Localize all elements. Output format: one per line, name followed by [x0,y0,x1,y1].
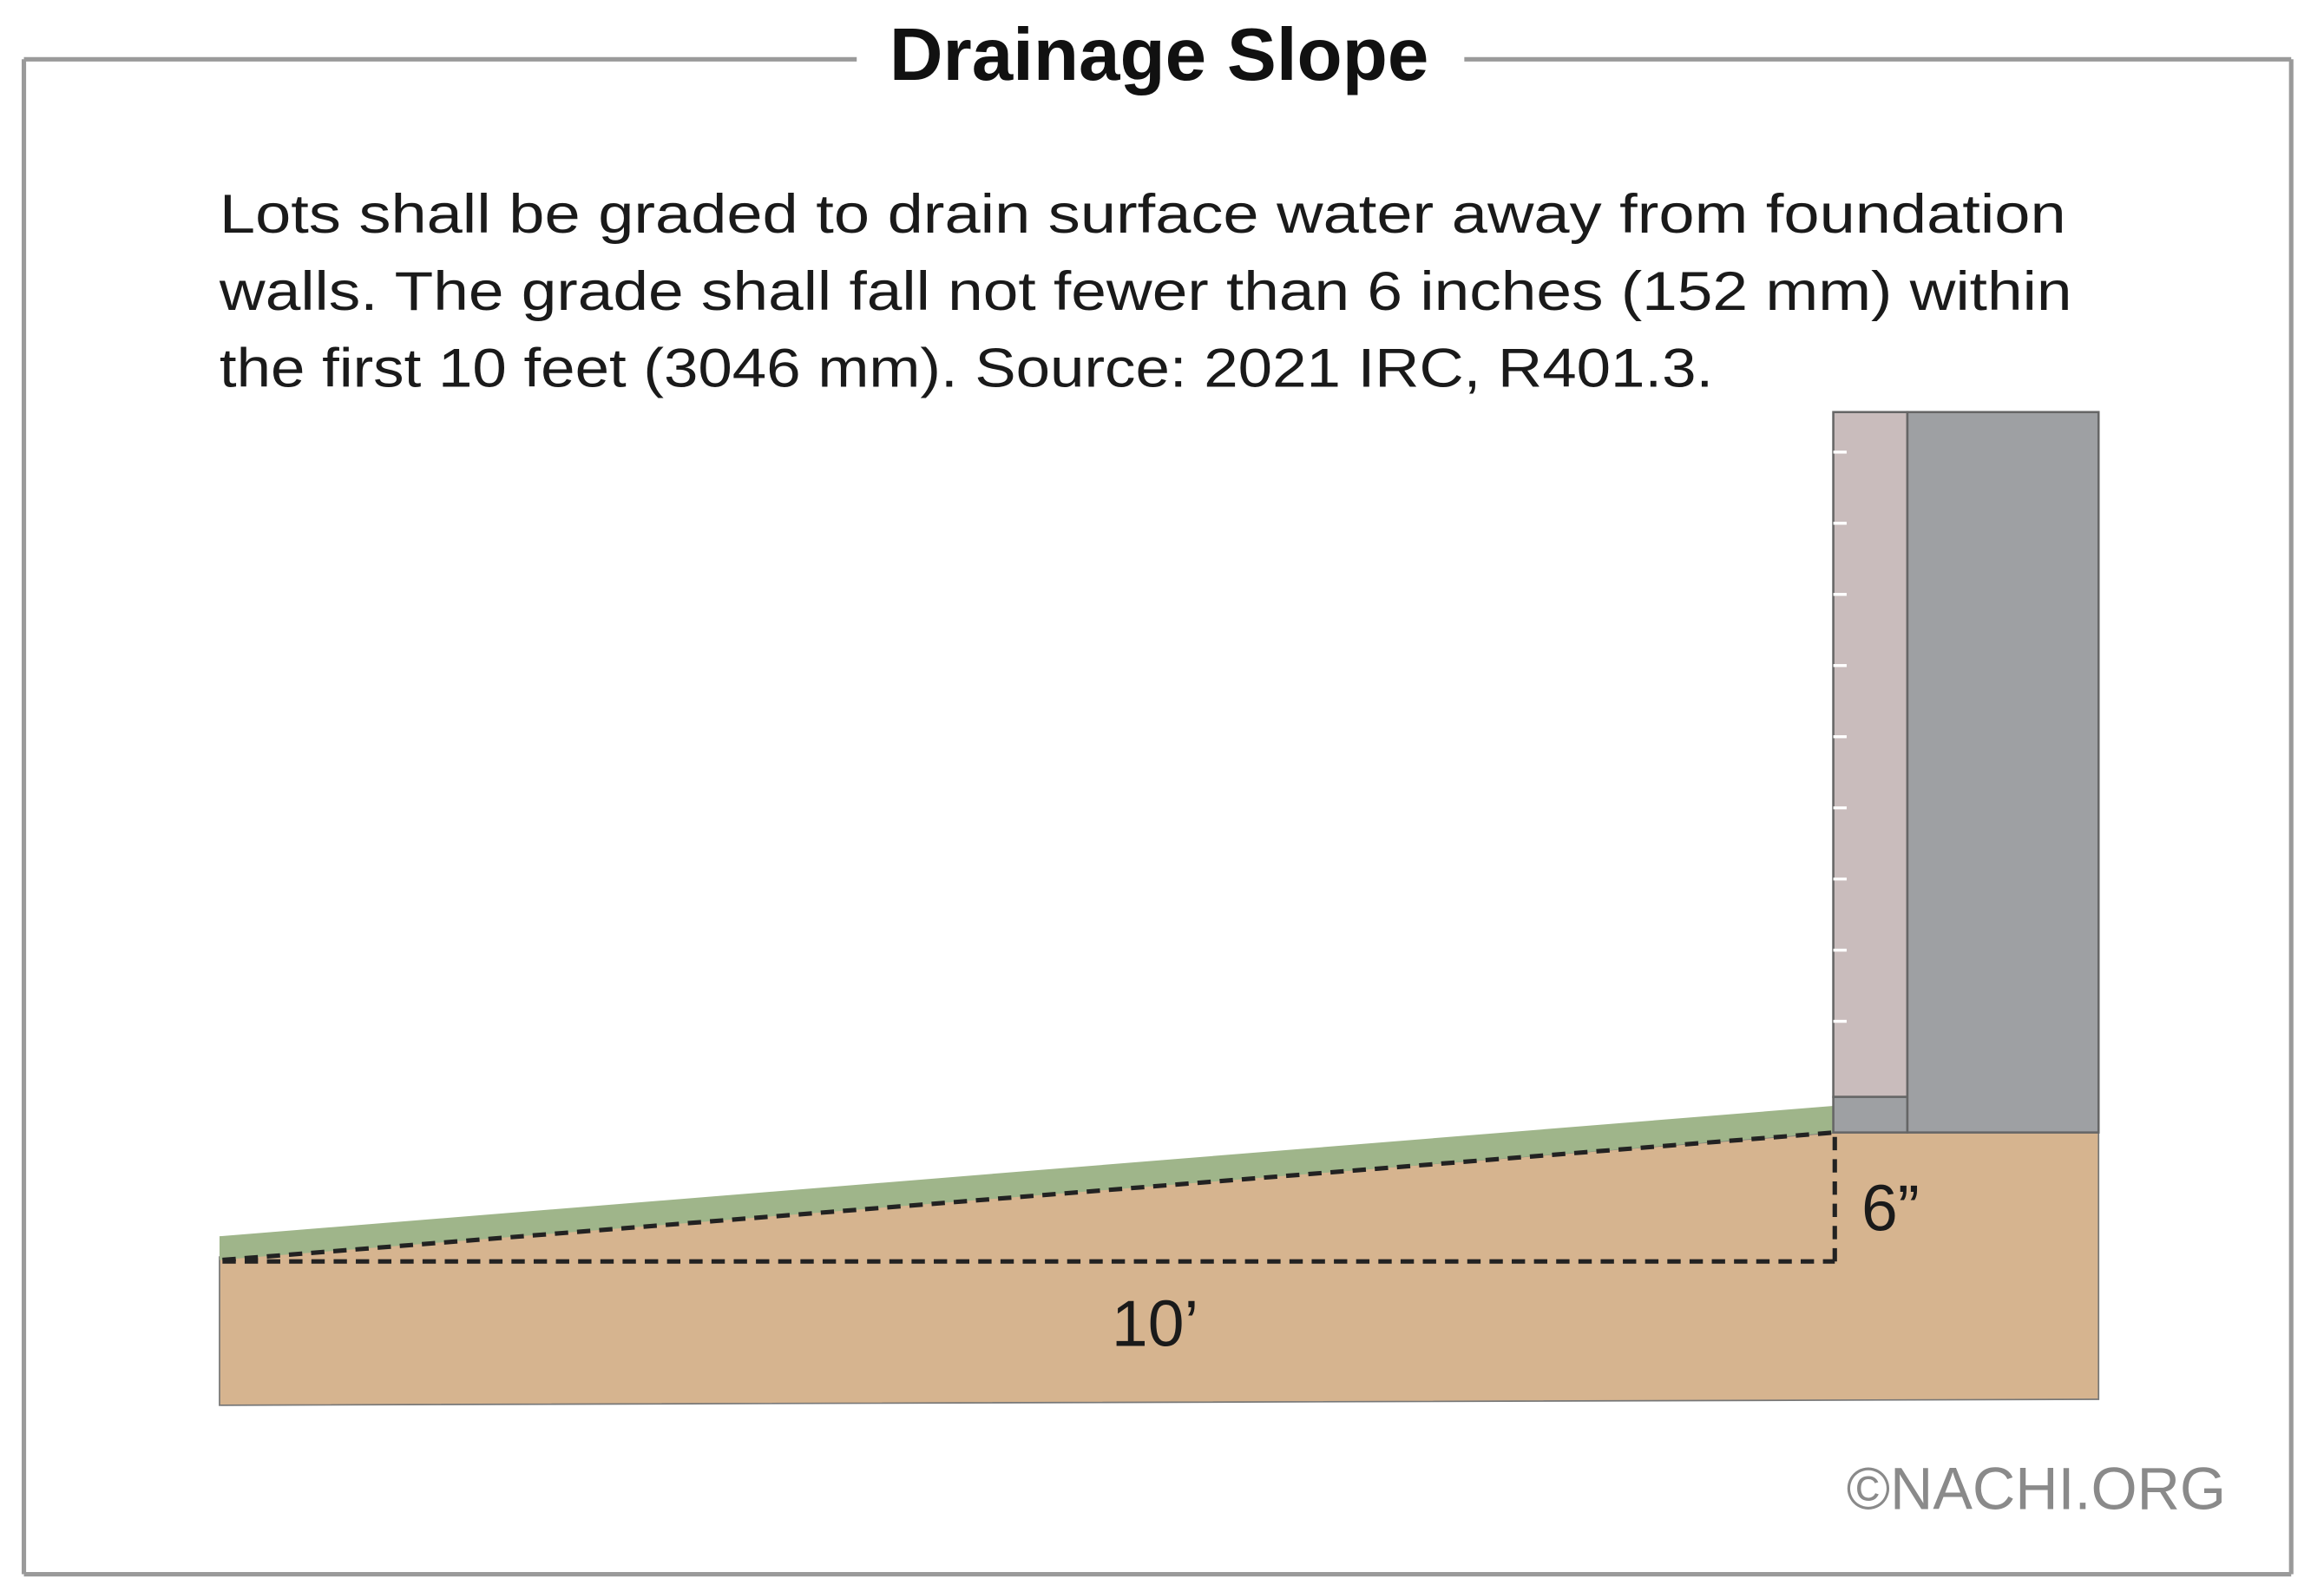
description-line: Lots shall be graded to drain surface wa… [220,184,2066,245]
title: Drainage Slope [890,14,1429,96]
foundation [1906,411,2100,1134]
sill [1832,1095,1909,1134]
credit: ©NACHI.ORG [1847,1456,2226,1522]
siding-laps [1833,451,1847,1023]
dimension-lines [222,1130,1837,1264]
rise-label: 6” [1861,1171,1920,1244]
run-label: 10’ [1112,1287,1198,1360]
description-line: walls. The grade shall fall not fewer th… [219,261,2072,322]
grass [219,1105,1835,1260]
description-line: the first 10 feet (3046 mm). Source: 202… [220,339,1713,399]
siding [1832,411,1909,1098]
frame [21,56,2294,1577]
